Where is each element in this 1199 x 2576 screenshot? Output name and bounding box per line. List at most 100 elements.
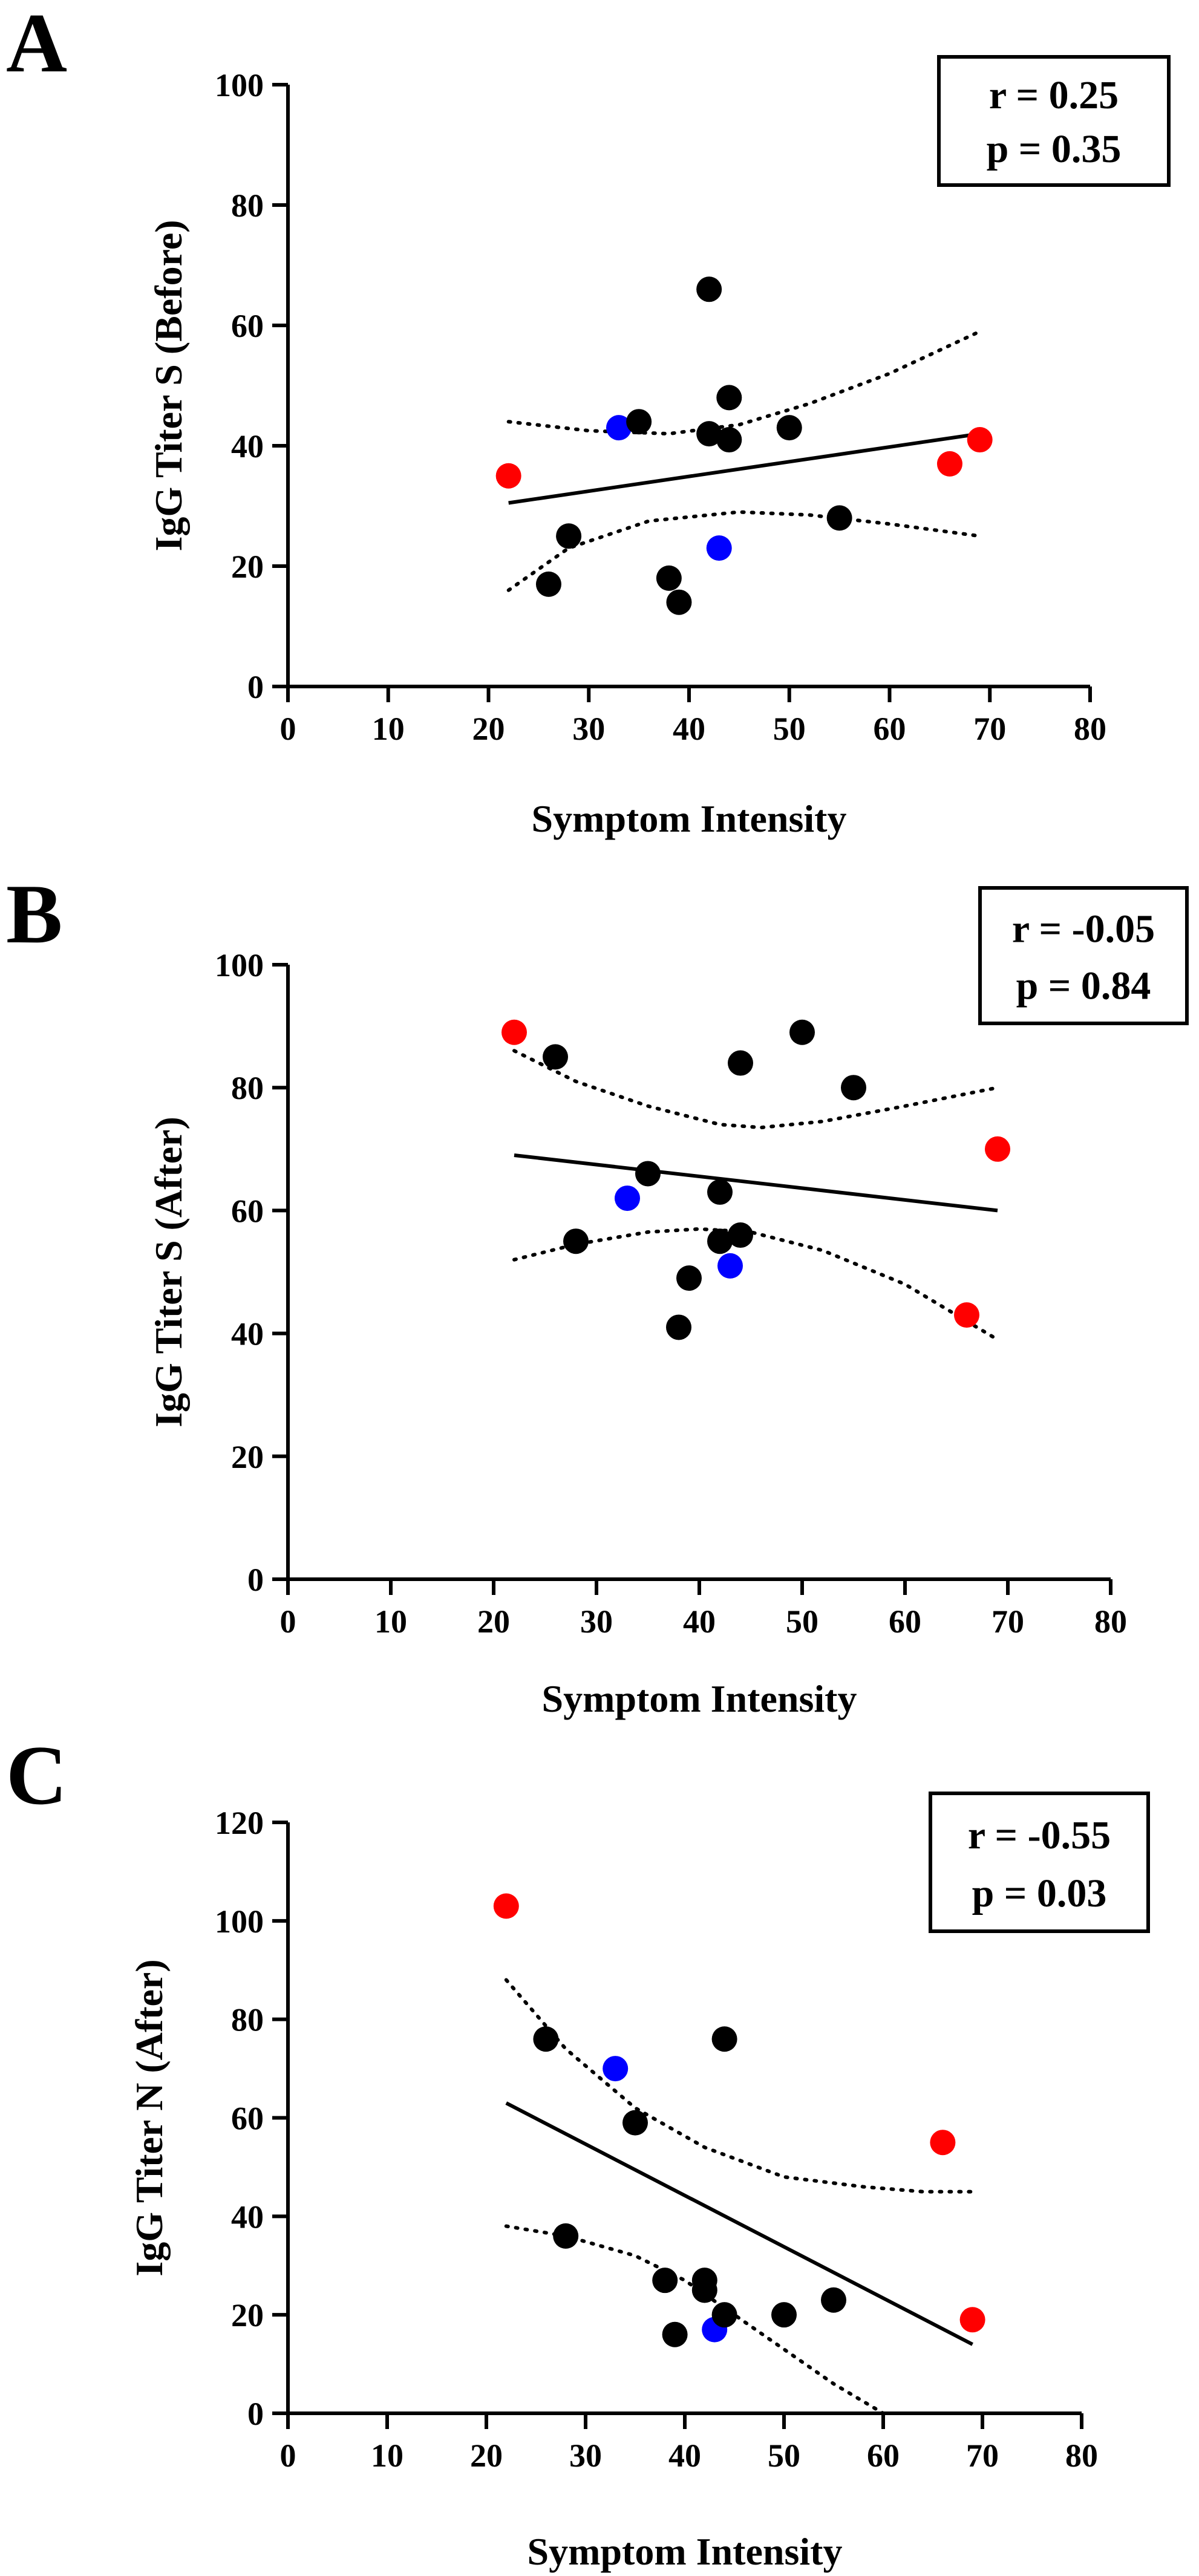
data-point-black: [707, 1179, 733, 1205]
x-tick-label: 10: [372, 711, 405, 747]
ci-upper-band: [512, 1049, 999, 1130]
y-axis-label: IgG Titer S (After): [147, 1117, 190, 1427]
x-tick-label: 70: [992, 1603, 1024, 1640]
x-axis-label: Symptom Intensity: [542, 1677, 857, 1720]
y-tick-label: 100: [215, 1903, 264, 1940]
y-tick-label: 20: [231, 549, 264, 585]
data-point-black: [676, 1265, 702, 1291]
data-point-black: [626, 409, 652, 435]
y-tick-label: 0: [247, 669, 264, 705]
stat-p: p = 0.84: [1016, 964, 1151, 1008]
panel-letter: A: [6, 0, 67, 90]
regression-line: [505, 2101, 973, 2346]
panel-a: A 0 10 20 30 40 50 60 70 80 0 20 40 60 80 100 Symptom In…: [6, 0, 1171, 840]
data-point-blue: [615, 1185, 640, 1211]
data-point-red: [930, 2130, 956, 2156]
data-point-black: [535, 571, 561, 597]
x-tick-label: 50: [786, 1603, 818, 1640]
data-point-red: [985, 1136, 1010, 1162]
x-tick-label: 60: [874, 711, 906, 747]
x-tick-label: 60: [889, 1603, 921, 1640]
y-tick-label: 20: [231, 1439, 264, 1475]
ci-upper-band: [506, 330, 982, 436]
stats-box: [978, 886, 1189, 1025]
y-tick-label: 100: [215, 67, 264, 103]
regression-line: [514, 1153, 998, 1213]
y-tick-label: 60: [231, 1193, 264, 1229]
x-tick-label: 50: [768, 2437, 800, 2474]
panel-c: C 0 10 20 30 40 50 60 70 80 0 20 40 60 80 100 120 Symptom…: [6, 1729, 1150, 2573]
data-point-black: [789, 1019, 815, 1045]
data-point-blue: [606, 415, 632, 441]
x-tick-label: 80: [1074, 711, 1106, 747]
x-tick-label: 50: [773, 711, 806, 747]
data-point-black: [841, 1075, 866, 1101]
data-point-black: [666, 589, 692, 615]
x-tick-label: 80: [1065, 2437, 1098, 2474]
data-point-blue: [603, 2056, 629, 2082]
panel-letter: C: [6, 1729, 67, 1822]
data-point-red: [954, 1302, 979, 1328]
x-tick-label: 0: [280, 2437, 296, 2474]
data-point-black: [711, 2026, 737, 2052]
data-point-black: [776, 415, 802, 441]
x-tick-label: 30: [580, 1603, 613, 1640]
data-point-black: [711, 2302, 737, 2328]
x-tick-label: 60: [867, 2437, 900, 2474]
ci-lower-band: [506, 510, 982, 592]
x-tick-label: 70: [973, 711, 1006, 747]
panel-b: B 0 10 20 30 40 50 60 70 80 0 20 40 60 80 100 Symptom In…: [6, 867, 1189, 1720]
data-point-black: [821, 2287, 846, 2313]
x-tick-label: 20: [477, 1603, 510, 1640]
data-point-blue: [706, 535, 732, 561]
data-point-black: [826, 505, 852, 531]
ci-upper-band: [504, 1978, 975, 2194]
stats-box: [937, 55, 1171, 187]
x-tick-label: 10: [374, 1603, 407, 1640]
data-point-red: [967, 427, 993, 453]
data-point-black: [553, 2223, 579, 2249]
data-point-black: [652, 2268, 678, 2294]
data-point-black: [771, 2302, 797, 2328]
ci-lower-band: [504, 2224, 885, 2415]
x-tick-label: 10: [371, 2437, 403, 2474]
y-tick-label: 60: [231, 2101, 264, 2137]
data-point-blue: [717, 1253, 743, 1279]
y-tick-label: 100: [215, 947, 264, 983]
y-tick-label: 80: [231, 2002, 264, 2038]
regression-line: [508, 432, 981, 505]
data-point-black: [543, 1044, 568, 1070]
data-point-black: [533, 2026, 559, 2052]
y-tick-label: 80: [231, 1070, 264, 1106]
data-point-black: [666, 1314, 691, 1340]
data-point-red: [501, 1019, 527, 1045]
data-point-black: [696, 421, 722, 447]
stat-p: p = 0.35: [987, 127, 1122, 171]
y-tick-label: 40: [231, 2199, 264, 2235]
x-tick-label: 20: [470, 2437, 503, 2474]
data-point-black: [696, 276, 722, 302]
x-tick-label: 20: [472, 711, 505, 747]
stat-r: r = -0.55: [968, 1813, 1111, 1857]
x-axis-label: Symptom Intensity: [532, 797, 847, 840]
data-point-black: [728, 1222, 753, 1248]
data-point-black: [656, 565, 682, 591]
data-point-black: [563, 1228, 589, 1254]
x-axis-label: Symptom Intensity: [528, 2530, 843, 2573]
data-point-black: [635, 1161, 661, 1187]
y-tick-label: 80: [231, 187, 264, 224]
data-point-red: [959, 2307, 985, 2333]
x-tick-label: 40: [668, 2437, 701, 2474]
y-tick-label: 60: [231, 308, 264, 344]
data-point-black: [707, 1228, 733, 1254]
data-point-black: [556, 523, 582, 549]
x-tick-label: 30: [572, 711, 605, 747]
stat-r: r = -0.05: [1012, 907, 1155, 951]
data-point-black: [716, 385, 742, 411]
panel-letter: B: [6, 867, 62, 961]
data-point-black: [691, 2277, 717, 2303]
stat-r: r = 0.25: [989, 73, 1119, 117]
data-point-red: [493, 1893, 519, 1919]
stats-box: [929, 1792, 1150, 1933]
